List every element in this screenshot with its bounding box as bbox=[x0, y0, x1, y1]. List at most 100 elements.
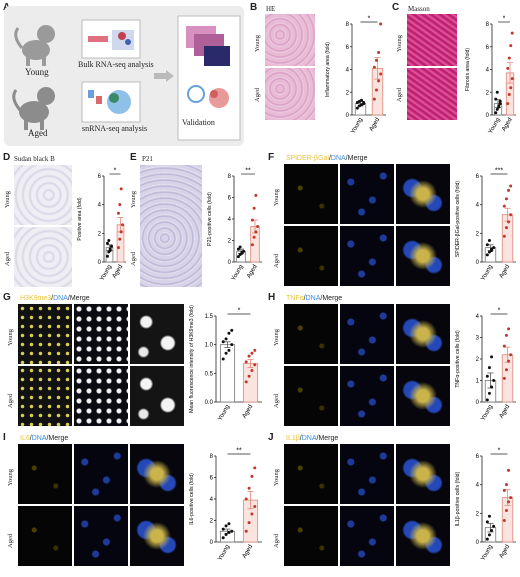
f-aged-rowlabel: Aged bbox=[273, 253, 280, 268]
aged-monkey-icon bbox=[12, 87, 55, 130]
data-point bbox=[250, 351, 254, 355]
masson-title: Masson bbox=[408, 5, 430, 13]
y-tick-label: 0.5 bbox=[205, 371, 214, 377]
x-tick-label: Young bbox=[480, 403, 495, 422]
y-tick-label: 8 bbox=[486, 22, 490, 28]
data-point bbox=[490, 385, 494, 389]
y-tick-label: 6 bbox=[476, 454, 480, 460]
data-point bbox=[227, 522, 231, 526]
i-young-marker-image bbox=[18, 444, 72, 504]
sudan-aged-image bbox=[14, 227, 72, 287]
sig-label: * bbox=[503, 16, 506, 23]
p21-image bbox=[140, 165, 202, 287]
y-tick-label: 1.0 bbox=[205, 343, 214, 349]
panel-label-i: I bbox=[3, 432, 6, 443]
data-point bbox=[250, 474, 254, 478]
j-marker-label: IL1β bbox=[286, 435, 300, 442]
h-aged-merge-image bbox=[396, 366, 450, 426]
data-point bbox=[377, 50, 381, 54]
y-axis-label: Mean fluorescence intensity of H3K9me3 (… bbox=[189, 305, 195, 413]
i-aged-marker-image bbox=[18, 506, 72, 566]
data-point bbox=[247, 374, 251, 378]
data-point bbox=[379, 22, 383, 26]
i-aged-merge-image bbox=[130, 506, 184, 566]
y-axis-label: Fibrosis area (fold) bbox=[465, 48, 471, 92]
data-point bbox=[221, 357, 225, 361]
i-dna-label: DNA bbox=[31, 435, 47, 442]
g-aged-marker-image bbox=[18, 366, 72, 426]
x-tick-label: Aged bbox=[368, 116, 382, 132]
data-point bbox=[253, 505, 257, 509]
data-point bbox=[374, 58, 378, 62]
data-point bbox=[487, 533, 491, 537]
i-young-dna-image bbox=[74, 444, 128, 504]
y-tick-label: 3 bbox=[476, 336, 480, 342]
validation-label: Validation bbox=[182, 118, 215, 127]
chart-svg: P21-positive cells (fold) 0 2 4 6 8 Young Aged *… bbox=[207, 168, 262, 282]
data-point bbox=[506, 102, 510, 106]
data-point bbox=[250, 368, 254, 372]
y-axis-label: IL6-positive cells (fold) bbox=[189, 473, 195, 525]
y-tick-label: 2 bbox=[346, 90, 350, 96]
data-point bbox=[485, 520, 489, 524]
panel-label-d: D bbox=[3, 152, 11, 163]
data-point bbox=[377, 79, 381, 83]
panel-label-c: C bbox=[392, 2, 400, 13]
h-young-rowlabel: Young bbox=[273, 328, 280, 346]
y-axis-label: Positive area (fold) bbox=[77, 197, 83, 241]
data-point bbox=[509, 184, 513, 188]
data-point bbox=[221, 536, 225, 540]
data-point bbox=[490, 355, 494, 359]
data-point bbox=[236, 255, 240, 259]
y-tick-label: 8 bbox=[228, 174, 232, 180]
panel-label-f: F bbox=[268, 152, 275, 163]
data-point bbox=[105, 241, 109, 245]
data-point bbox=[509, 44, 513, 48]
y-tick-label: 6 bbox=[346, 45, 350, 51]
y-tick-label: 0 bbox=[476, 400, 480, 406]
data-point bbox=[379, 72, 383, 76]
i-marker-label: IL6 bbox=[20, 435, 30, 442]
data-point bbox=[502, 234, 506, 238]
data-point bbox=[230, 328, 234, 332]
i-merge-label: Merge bbox=[48, 435, 69, 442]
data-point bbox=[504, 333, 508, 337]
data-point bbox=[221, 527, 225, 531]
data-point bbox=[504, 368, 508, 372]
sig-label: ** bbox=[245, 168, 251, 175]
y-tick-label: 4 bbox=[98, 203, 102, 209]
panel-label-e: E bbox=[130, 152, 137, 163]
x-tick-label: Aged bbox=[111, 263, 125, 279]
y-tick-label: 2 bbox=[476, 231, 480, 237]
y-axis-label: P21-positive cells (fold) bbox=[207, 192, 213, 246]
x-tick-label: Aged bbox=[498, 543, 512, 559]
h-aged-rowlabel: Aged bbox=[273, 393, 280, 408]
data-point bbox=[224, 351, 228, 355]
y-axis-label: Inflammatory area (fold) bbox=[325, 42, 331, 97]
data-point bbox=[502, 376, 506, 380]
sig-label: ** bbox=[236, 448, 242, 455]
p21-title: P21 bbox=[142, 155, 153, 163]
p21-young-rowlabel: Young bbox=[130, 190, 137, 208]
data-point bbox=[362, 100, 366, 104]
j-aged-marker-image bbox=[284, 506, 338, 566]
data-point bbox=[238, 245, 242, 249]
sudan-young-rowlabel: Young bbox=[4, 190, 11, 208]
data-point bbox=[118, 203, 122, 207]
data-point bbox=[253, 363, 257, 367]
data-point bbox=[224, 532, 228, 536]
y-tick-label: 0 bbox=[476, 540, 480, 546]
data-point bbox=[250, 512, 254, 516]
data-point bbox=[108, 249, 112, 253]
y-tick-label: 1 bbox=[476, 379, 480, 385]
young-label: Young bbox=[25, 67, 49, 77]
y-tick-label: 4 bbox=[210, 497, 214, 503]
data-point bbox=[507, 93, 511, 97]
h-dna-label: DNA bbox=[305, 295, 321, 302]
data-point bbox=[487, 250, 491, 254]
data-point bbox=[244, 529, 248, 533]
data-point bbox=[509, 353, 513, 357]
x-tick-label: Aged bbox=[498, 403, 512, 419]
f-marker-label: SPiDER-βGal bbox=[286, 155, 329, 162]
